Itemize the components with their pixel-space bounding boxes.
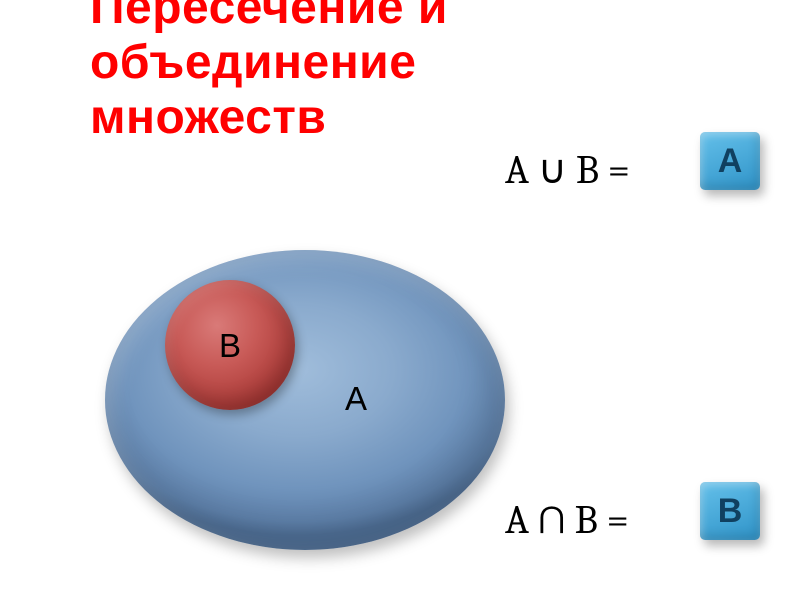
slide-title: Пересечение и объединение множеств [90,0,510,146]
answer-box-union: А [700,132,760,190]
answer-box-intersection: В [700,482,760,540]
formula-intersection: A ∩ B = [505,497,629,543]
set-b-label: В [219,327,241,365]
slide: Пересечение и объединение множеств А В A… [0,0,800,600]
set-a-ellipse [105,250,505,550]
formula-union: A ∪ B = [505,147,630,193]
set-a-label: А [345,380,367,418]
